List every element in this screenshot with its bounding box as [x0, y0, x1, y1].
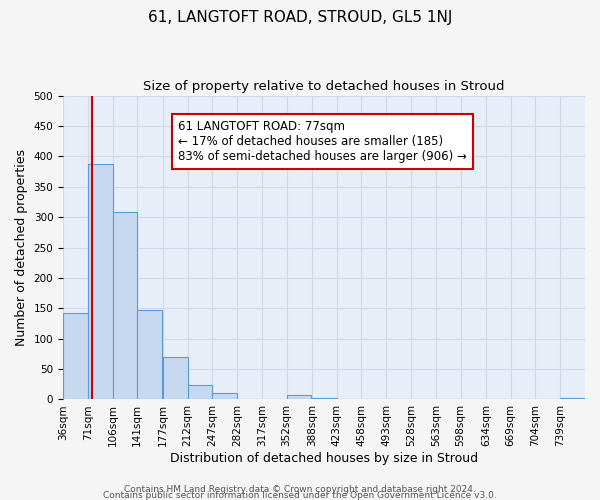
Bar [137, 310, 162, 400]
Text: Contains public sector information licensed under the Open Government Licence v3: Contains public sector information licen… [103, 490, 497, 500]
Bar [287, 394, 311, 400]
Y-axis label: Number of detached properties: Number of detached properties [15, 149, 28, 346]
Bar [163, 357, 188, 400]
Title: Size of property relative to detached houses in Stroud: Size of property relative to detached ho… [143, 80, 505, 93]
Bar [212, 394, 237, 400]
Bar [560, 398, 585, 400]
Bar [63, 312, 88, 400]
Text: 61 LANGTOFT ROAD: 77sqm
← 17% of detached houses are smaller (185)
83% of semi-d: 61 LANGTOFT ROAD: 77sqm ← 17% of detache… [178, 120, 467, 163]
Bar [88, 164, 113, 400]
Text: Contains HM Land Registry data © Crown copyright and database right 2024.: Contains HM Land Registry data © Crown c… [124, 484, 476, 494]
Bar [188, 385, 212, 400]
Bar [312, 398, 337, 400]
X-axis label: Distribution of detached houses by size in Stroud: Distribution of detached houses by size … [170, 452, 478, 465]
Text: 61, LANGTOFT ROAD, STROUD, GL5 1NJ: 61, LANGTOFT ROAD, STROUD, GL5 1NJ [148, 10, 452, 25]
Bar [113, 212, 137, 400]
